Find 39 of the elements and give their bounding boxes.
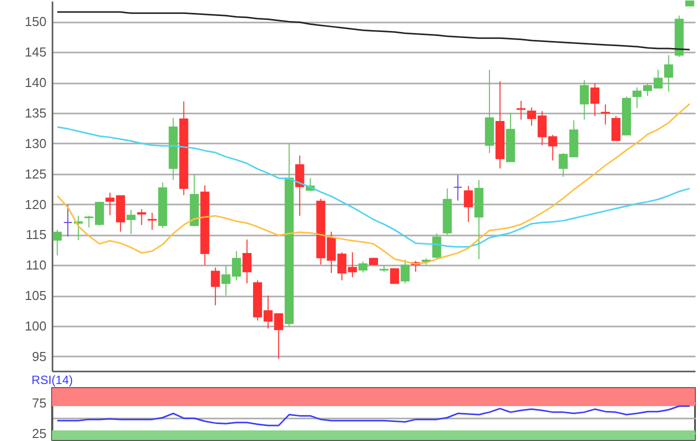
candlestick — [358, 260, 368, 273]
line-series — [56, 405, 690, 426]
candlestick — [516, 100, 526, 120]
y-tick-label: 75 — [32, 396, 46, 411]
chart-title: RSI(14) — [32, 373, 73, 387]
candlestick — [432, 232, 442, 260]
y-tick-label: 130 — [24, 136, 46, 151]
y-tick-label: 100 — [24, 318, 46, 334]
y-tick-label: 150 — [24, 14, 46, 30]
y-tick-label: 135 — [24, 105, 46, 120]
candlestick — [600, 104, 610, 126]
y-tick-label: 120 — [24, 196, 46, 212]
y-tick-label: 145 — [24, 44, 46, 60]
candlestick — [580, 80, 589, 120]
candlestick — [137, 208, 146, 226]
y-tick-label: 115 — [26, 227, 46, 242]
y-tick-label: 95 — [32, 348, 46, 364]
candlestick — [453, 174, 462, 202]
line-series — [56, 103, 690, 265]
y-tick-label: 125 — [24, 166, 46, 182]
y-tick-label: 140 — [24, 75, 46, 90]
candlestick — [464, 186, 473, 222]
candlestick — [558, 152, 568, 178]
candlestick — [148, 212, 157, 230]
candlestick — [611, 116, 620, 141]
y-tick-label: 110 — [26, 258, 46, 273]
candlestick — [590, 82, 600, 117]
candlestick — [390, 268, 400, 284]
candlestick — [242, 239, 252, 284]
candlestick — [63, 204, 72, 238]
line-series — [56, 11, 690, 50]
candlestick — [295, 155, 304, 216]
candlestick — [52, 229, 62, 256]
candlestick — [126, 209, 136, 235]
candlestick — [664, 54, 674, 92]
candlestick — [400, 259, 410, 284]
y-tick-label: 105 — [24, 288, 46, 304]
candlestick — [210, 267, 220, 306]
y-tick-label: 25 — [32, 426, 46, 441]
